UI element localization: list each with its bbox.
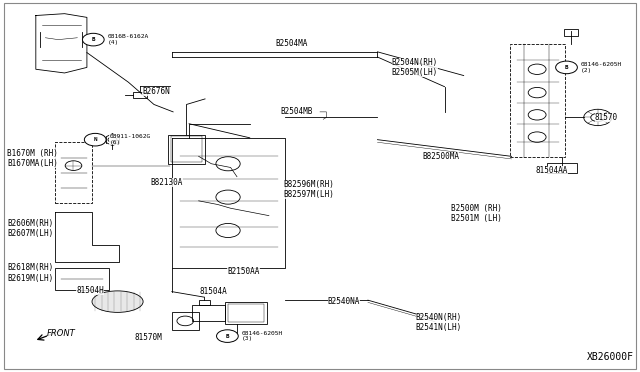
Text: B2676N: B2676N (143, 87, 170, 96)
Bar (198, 300, 210, 305)
Text: 81570: 81570 (595, 113, 618, 122)
Text: B2504N(RH)
B2505M(LH): B2504N(RH) B2505M(LH) (392, 58, 438, 77)
Text: XB26000F: XB26000F (587, 352, 634, 362)
Bar (564, 29, 578, 36)
Bar (55, 141, 92, 203)
Text: 81570M: 81570M (135, 333, 163, 342)
Text: 81504A: 81504A (200, 287, 228, 296)
Bar (55, 267, 109, 290)
Text: B1670M (RH)
B1670MA(LH): B1670M (RH) B1670MA(LH) (7, 148, 58, 168)
Circle shape (216, 330, 238, 342)
Text: 81504H: 81504H (76, 286, 104, 295)
Text: 08911-1062G
(6): 08911-1062G (6) (109, 134, 150, 145)
Text: B: B (226, 334, 229, 339)
Text: B2540NA: B2540NA (328, 297, 360, 306)
Text: FRONT: FRONT (47, 329, 76, 338)
Text: B2606M(RH)
B2607M(LH): B2606M(RH) B2607M(LH) (7, 219, 53, 238)
Text: B2150AA: B2150AA (227, 267, 260, 276)
Circle shape (84, 134, 106, 146)
Bar (228, 304, 264, 323)
Text: B82500MA: B82500MA (422, 152, 459, 161)
Text: B2504MA: B2504MA (275, 39, 308, 48)
Bar (510, 44, 564, 157)
Text: B2618M(RH)
B2619M(LH): B2618M(RH) B2619M(LH) (7, 263, 53, 283)
Text: B: B (564, 65, 568, 70)
Circle shape (83, 33, 104, 46)
Ellipse shape (92, 291, 143, 312)
Bar (547, 163, 577, 173)
Text: B82596M(RH)
B82597M(LH): B82596M(RH) B82597M(LH) (283, 180, 334, 199)
Text: 08146-6205H
(3): 08146-6205H (3) (241, 331, 283, 341)
Bar (133, 92, 147, 98)
Text: B2540N(RH)
B2541N(LH): B2540N(RH) B2541N(LH) (416, 313, 462, 332)
Bar (225, 302, 267, 324)
Text: 08146-6205H
(2): 08146-6205H (2) (580, 62, 622, 73)
Bar (168, 135, 205, 164)
Circle shape (556, 61, 577, 74)
Text: 81504AA: 81504AA (536, 166, 568, 175)
Text: B: B (92, 37, 95, 42)
Bar (172, 312, 198, 330)
Bar (192, 305, 225, 321)
Text: 0816B-6162A
(4): 0816B-6162A (4) (108, 34, 148, 45)
Text: N: N (93, 137, 97, 142)
Bar (171, 137, 202, 162)
Text: B82130A: B82130A (151, 178, 183, 187)
Text: B2500M (RH)
B2501M (LH): B2500M (RH) B2501M (LH) (451, 204, 502, 224)
Text: B2504MB: B2504MB (280, 108, 313, 116)
